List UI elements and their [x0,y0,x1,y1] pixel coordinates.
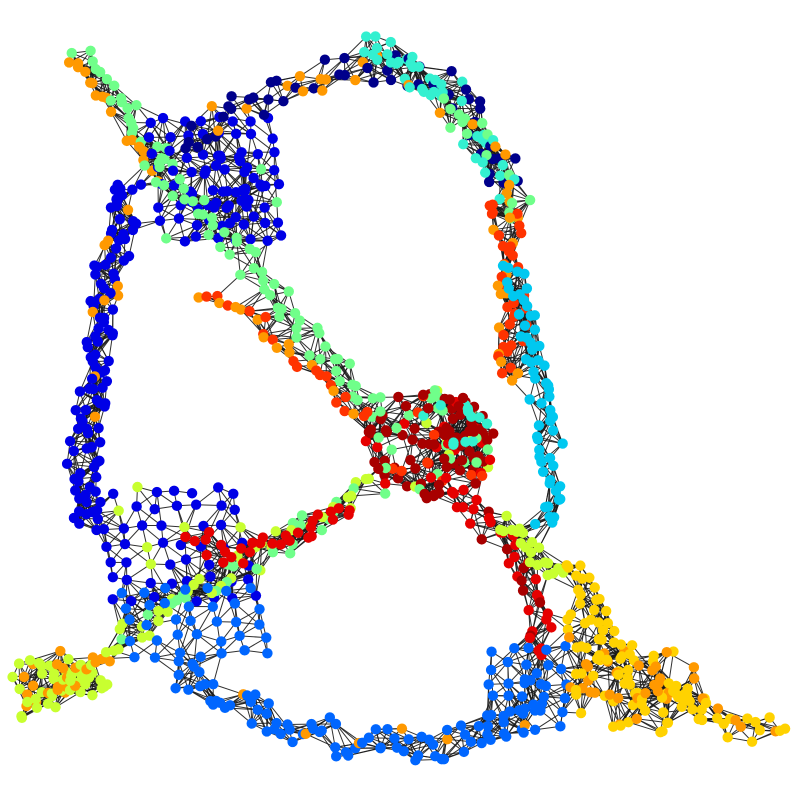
graph-edge [198,546,202,580]
graph-edge [265,316,297,329]
graph-edge [353,487,386,495]
graph-edge [196,606,214,635]
graph-edge [517,341,524,374]
graph-edge [443,734,466,760]
graph-edge [240,294,271,310]
graph-edge [215,165,237,193]
graph-edge [110,111,128,142]
graph-edge [510,342,532,369]
graph-edge [296,337,321,360]
graph-edge [234,603,260,625]
graph-edge [220,493,234,526]
graph-edge [166,224,198,239]
graph-edge [179,620,192,653]
graph-edge [350,478,367,509]
graph-edge [519,506,546,530]
graph-edge [213,683,244,695]
graph-edge [125,608,143,638]
graph-edge [401,439,414,472]
graph-edge [217,274,241,297]
graph-edge [305,733,336,748]
graph-edge [250,222,279,240]
graph-edge [154,634,179,658]
graph-edge [288,332,320,345]
graph-edge [216,590,227,622]
graph-edge [443,741,472,760]
graph-edge [29,650,61,661]
graph-edge [236,241,255,269]
graph-edge [236,241,241,275]
graph-edge [261,240,269,273]
graph-edge [125,608,131,642]
graph-edge [283,87,314,102]
graph-edge [170,564,200,580]
graph-edge [391,443,423,451]
graph-edge [120,165,145,190]
graph-edge [239,608,260,637]
graph-edge [230,108,252,135]
graph-edge [143,592,148,626]
graph-edge [260,138,274,170]
graph-edge [96,509,125,529]
graph-edge [212,653,223,685]
graph-edge [263,327,297,335]
graph-edge [235,288,265,308]
graph-edge [348,747,381,756]
graph-edge [92,82,122,99]
graph-edge [208,531,224,563]
